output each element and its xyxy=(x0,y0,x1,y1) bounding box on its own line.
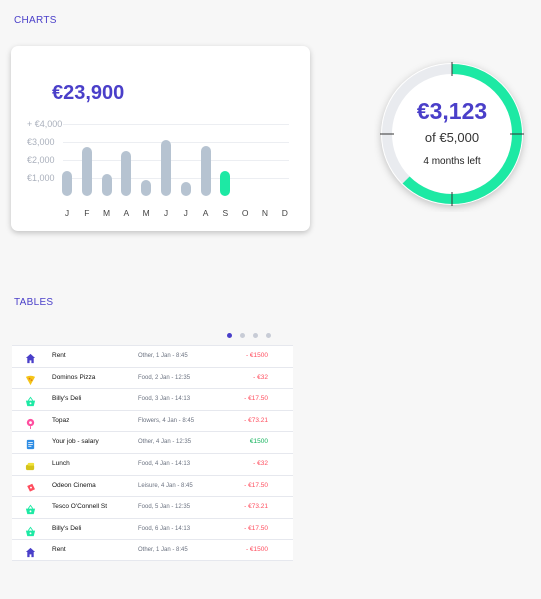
table-row[interactable]: Rent Other, 1 Jan - 8:45 - €1500 xyxy=(12,539,293,561)
chart-bar-8[interactable] xyxy=(220,170,231,196)
y-tick-label: + €4,000 xyxy=(27,119,63,129)
table-row[interactable]: Billy's Deli Food, 3 Jan - 14:13 - €17.50 xyxy=(12,388,293,410)
chart-bar-2[interactable] xyxy=(101,174,112,196)
donut-budget-total: of €5,000 xyxy=(424,130,480,145)
transaction-amount: €1500 xyxy=(249,438,268,446)
x-tick-label: D xyxy=(281,208,288,218)
donut-backdrop xyxy=(381,63,523,205)
table-row[interactable]: Rent Other, 1 Jan - 8:45 - €1500 xyxy=(12,345,293,367)
flower-icon xyxy=(25,416,36,429)
home-icon xyxy=(25,351,36,364)
transaction-name: Lunch xyxy=(52,459,70,467)
pager-dot[interactable] xyxy=(240,333,245,338)
transaction-amount: - €17.50 xyxy=(244,395,268,403)
pizza-icon xyxy=(25,373,36,385)
transaction-name: Topaz xyxy=(52,416,70,424)
x-tick-label: M xyxy=(142,208,150,218)
y-tick-label: €2,000 xyxy=(27,155,55,165)
x-tick-label: S xyxy=(222,208,229,218)
chart-gridline xyxy=(63,142,289,143)
pager-dot[interactable] xyxy=(253,333,258,338)
x-tick-label: M xyxy=(103,208,111,218)
x-tick-label: A xyxy=(202,208,209,218)
document-icon xyxy=(25,437,36,450)
basket-icon xyxy=(25,524,36,536)
table-row[interactable]: Your job - salary Other, 4 Jan - 12:35 €15… xyxy=(12,431,293,453)
pager-dot[interactable] xyxy=(266,333,271,338)
pager-dot[interactable] xyxy=(227,333,232,338)
tables-section-title: TABLES xyxy=(14,297,54,308)
transaction-amount: - €1500 xyxy=(245,352,268,359)
chart-gridline xyxy=(63,178,289,179)
transaction-name: Billy's Deli xyxy=(52,395,82,403)
transaction-meta: Food, 4 Jan - 14:13 xyxy=(138,460,191,467)
chart-bar-1[interactable] xyxy=(81,147,92,196)
transaction-meta: Other, 4 Jan - 12:35 xyxy=(138,439,192,446)
basket-icon xyxy=(25,394,36,407)
transaction-name: Rent xyxy=(52,352,66,359)
x-tick-label: N xyxy=(261,208,269,218)
donut-months-left: 4 months left xyxy=(423,156,481,167)
x-tick-label: J xyxy=(163,208,169,218)
transaction-amount: - €73.21 xyxy=(244,416,268,424)
transaction-meta: Food, 3 Jan - 14:13 xyxy=(138,396,191,403)
transaction-amount: - €73.21 xyxy=(244,503,268,511)
bar-chart-total: €23,900 xyxy=(52,82,125,104)
chart-gridline xyxy=(63,160,289,161)
chart-bar-4[interactable] xyxy=(141,179,152,196)
table-row[interactable]: Topaz Flowers, 4 Jan - 8:45 - €73.21 xyxy=(12,409,293,432)
table-row[interactable]: Tesco O'Connell St Food, 5 Jan - 12:35 - €… xyxy=(12,496,293,518)
y-tick-label: €1,000 xyxy=(27,173,55,183)
transaction-name: Dominos Pizza xyxy=(52,373,96,381)
chart-gridline xyxy=(63,124,289,125)
transactions-table: Rent Other, 1 Jan - 8:45 - €1500 Dominos Pi… xyxy=(12,345,293,561)
transaction-amount: - €1500 xyxy=(245,546,268,554)
table-row[interactable]: Lunch Food, 4 Jan - 14:13 - €32 xyxy=(12,452,293,475)
transaction-name: Your job - salary xyxy=(52,438,99,446)
lunch-icon xyxy=(25,459,36,471)
x-tick-label: O xyxy=(241,208,249,218)
ticket-icon xyxy=(25,481,36,492)
basket-icon xyxy=(25,502,36,515)
transaction-meta: Flowers, 4 Jan - 8:45 xyxy=(138,417,195,424)
transaction-meta: Food, 5 Jan - 12:35 xyxy=(138,504,191,511)
charts-section-title: CHARTS xyxy=(14,15,57,26)
transaction-meta: Other, 1 Jan - 8:45 xyxy=(138,353,188,359)
transaction-amount: - €17.50 xyxy=(244,524,268,532)
table-row[interactable]: Billy's Deli Food, 6 Jan - 14:13 - €17.50 xyxy=(12,517,293,540)
chart-bar-7[interactable] xyxy=(200,145,211,196)
chart-bar-3[interactable] xyxy=(121,151,132,196)
pager-dots xyxy=(227,333,271,338)
y-tick-label: €3,000 xyxy=(27,137,55,147)
x-tick-label: J xyxy=(183,208,188,218)
transaction-amount: - €32 xyxy=(253,459,268,467)
donut-svg xyxy=(380,62,524,206)
chart-bar-5[interactable] xyxy=(161,140,171,196)
transaction-name: Rent xyxy=(52,546,66,554)
transaction-name: Billy's Deli xyxy=(52,524,82,532)
x-tick-label: F xyxy=(84,208,90,218)
home-icon xyxy=(25,545,36,558)
x-tick-label: A xyxy=(123,208,130,218)
donut-spent-value: €3,123 xyxy=(416,98,488,124)
transaction-meta: Food, 6 Jan - 14:13 xyxy=(138,525,191,532)
transaction-amount: - €32 xyxy=(253,373,268,381)
table-row[interactable]: Dominos Pizza Food, 2 Jan - 12:35 - €32 xyxy=(12,366,293,389)
bar-chart-card: €23,900 + €4,000 €3,000 €2,000 €1,000 J F M A M J… xyxy=(11,46,310,231)
table-row[interactable]: Odeon Cinema Leisure, 4 Jan - 8:45 - €17.5… xyxy=(12,474,293,497)
x-tick-label: J xyxy=(64,208,70,218)
chart-bar-6[interactable] xyxy=(180,181,191,196)
transaction-meta: Leisure, 4 Jan - 8:45 xyxy=(138,482,193,489)
transaction-meta: Other, 1 Jan - 8:45 xyxy=(138,547,188,554)
transaction-meta: Food, 2 Jan - 12:35 xyxy=(138,374,191,381)
budget-donut-chart: €3,123 of €5,000 4 months left xyxy=(374,56,530,212)
transaction-name: Odeon Cinema xyxy=(52,481,96,489)
transaction-name: Tesco O'Connell St xyxy=(52,503,108,511)
transaction-amount: - €17.50 xyxy=(244,481,268,489)
chart-bar-0[interactable] xyxy=(62,170,72,196)
